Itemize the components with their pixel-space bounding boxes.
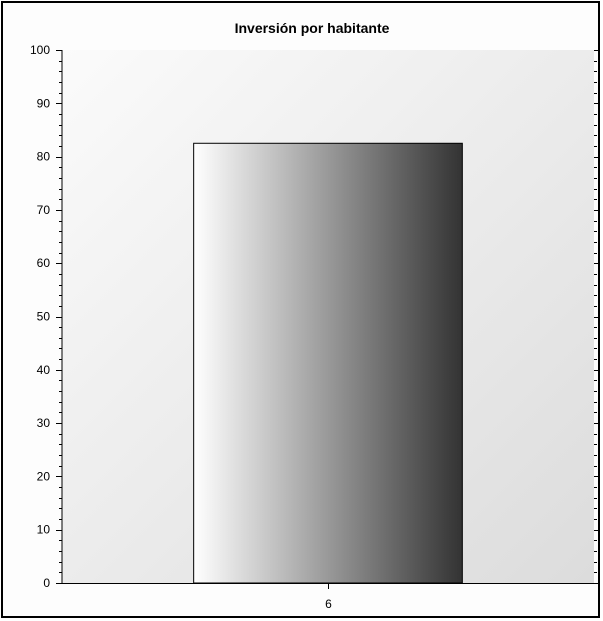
y-tick-label: 80 [37, 150, 51, 164]
y-tick-label: 40 [37, 363, 51, 377]
y-tick-label: 100 [30, 43, 50, 57]
x-axis: 6 [62, 583, 594, 611]
x-tick-label: 6 [325, 597, 332, 611]
y-axis: 0 10 20 30 40 50 60 70 80 90 100 [30, 43, 599, 590]
y-tick-label: 20 [37, 469, 51, 483]
bars-group [193, 142, 463, 584]
bar [193, 142, 463, 584]
y-tick-label: 90 [37, 96, 51, 110]
y-tick-label: 0 [43, 576, 50, 590]
y-tick-label: 60 [37, 256, 51, 270]
y-tick-label: 70 [37, 203, 51, 217]
chart-title: Inversión por habitante [235, 20, 390, 36]
y-tick-label: 10 [37, 523, 51, 537]
y-tick-label: 30 [37, 416, 51, 430]
y-tick-label: 50 [37, 310, 51, 324]
chart: Inversión por habitante 0 10 20 30 40 50 60 70 8… [30, 20, 599, 611]
